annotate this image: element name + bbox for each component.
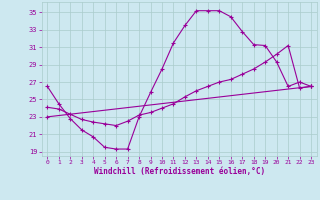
X-axis label: Windchill (Refroidissement éolien,°C): Windchill (Refroidissement éolien,°C): [94, 167, 265, 176]
